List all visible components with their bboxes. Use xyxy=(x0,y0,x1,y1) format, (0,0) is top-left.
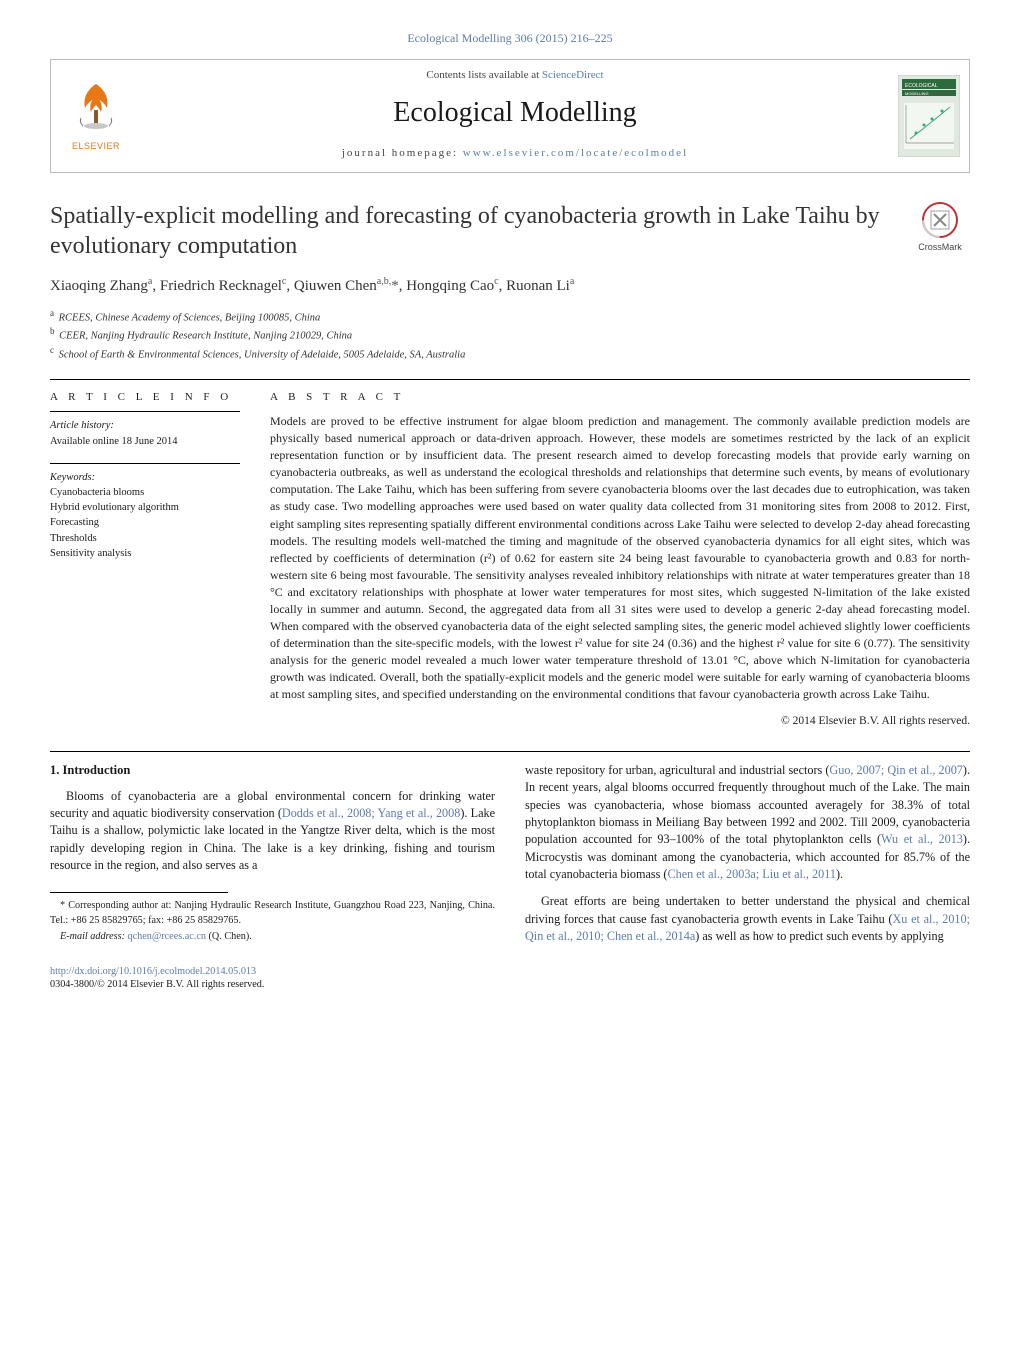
author-affiliation-symbol: c xyxy=(494,276,498,287)
info-abstract-row: A R T I C L E I N F O Article history: A… xyxy=(50,390,970,729)
citation-link[interactable]: Wu et al., 2013 xyxy=(881,832,963,846)
issn-copyright-line: 0304-3800/© 2014 Elsevier B.V. All right… xyxy=(50,979,264,990)
footer-meta: http://dx.doi.org/10.1016/j.ecolmodel.20… xyxy=(50,965,970,993)
author-name: Hongqing Cao xyxy=(406,278,494,294)
header-center: Contents lists available at ScienceDirec… xyxy=(141,60,889,172)
info-rule xyxy=(50,463,240,464)
affiliation-text: RCEES, Chinese Academy of Sciences, Beij… xyxy=(56,312,320,323)
svg-text:MODELLING: MODELLING xyxy=(905,91,929,96)
history-label: Article history: xyxy=(50,418,240,433)
section-number: 1. xyxy=(50,763,59,777)
email-footnote: E-mail address: qchen@rcees.ac.cn (Q. Ch… xyxy=(50,930,495,944)
crossmark-icon xyxy=(921,201,959,239)
article-history-block: Article history: Available online 18 Jun… xyxy=(50,418,240,448)
body-paragraph: waste repository for urban, agricultural… xyxy=(525,762,970,883)
journal-name: Ecological Modelling xyxy=(151,93,879,132)
section-title: Introduction xyxy=(63,763,131,777)
affiliation-symbol: c xyxy=(50,345,54,355)
keyword: Hybrid evolutionary algorithm xyxy=(50,500,240,515)
elsevier-wordmark: ELSEVIER xyxy=(72,140,120,153)
keywords-list: Cyanobacteria bloomsHybrid evolutionary … xyxy=(50,485,240,561)
para-text: ). xyxy=(836,867,843,881)
keyword: Sensitivity analysis xyxy=(50,546,240,561)
author-affiliation-symbol: a,b, xyxy=(377,276,391,287)
contents-prefix: Contents lists available at xyxy=(426,69,541,81)
para-text: ) as well as how to predict such events … xyxy=(695,929,943,943)
affiliation-line: b CEER, Nanjing Hydraulic Research Insti… xyxy=(50,325,970,344)
footnotes: * Corresponding author at: Nanjing Hydra… xyxy=(50,899,495,944)
author-name: Qiuwen Chen xyxy=(294,278,377,294)
journal-reference: Ecological Modelling 306 (2015) 216–225 xyxy=(50,30,970,47)
para-text: waste repository for urban, agricultural… xyxy=(525,763,829,777)
svg-text:ECOLOGICAL: ECOLOGICAL xyxy=(905,83,938,89)
article-info-column: A R T I C L E I N F O Article history: A… xyxy=(50,390,240,729)
keyword: Forecasting xyxy=(50,515,240,530)
title-row: Spatially-explicit modelling and forecas… xyxy=(50,201,970,261)
footnote-separator xyxy=(50,892,228,893)
article-title: Spatially-explicit modelling and forecas… xyxy=(50,201,892,261)
citation-link[interactable]: Guo, 2007; Qin et al., 2007 xyxy=(829,763,962,777)
author-name: Friedrich Recknagel xyxy=(160,278,282,294)
info-rule xyxy=(50,411,240,412)
sciencedirect-link[interactable]: ScienceDirect xyxy=(542,69,604,81)
affiliation-symbol: b xyxy=(50,326,55,336)
corresponding-author-footnote: * Corresponding author at: Nanjing Hydra… xyxy=(50,899,495,928)
author-affiliation-symbol: a xyxy=(570,276,574,287)
email-post: (Q. Chen). xyxy=(206,931,252,942)
abstract-column: A B S T R A C T Models are proved to be … xyxy=(270,390,970,729)
author-affiliation-symbol: a xyxy=(148,276,152,287)
author-name: Xiaoqing Zhang xyxy=(50,278,148,294)
author-affiliation-symbol: c xyxy=(282,276,286,287)
body-columns: 1. Introduction Blooms of cyanobacteria … xyxy=(50,762,970,951)
corresponding-email-link[interactable]: qchen@rcees.ac.cn xyxy=(128,931,206,942)
citation-link[interactable]: Chen et al., 2003a; Liu et al., 2011 xyxy=(667,867,835,881)
doi-link[interactable]: http://dx.doi.org/10.1016/j.ecolmodel.20… xyxy=(50,966,256,977)
keyword: Cyanobacteria blooms xyxy=(50,485,240,500)
horizontal-rule xyxy=(50,379,970,380)
keywords-label: Keywords: xyxy=(50,470,240,485)
elsevier-logo: ELSEVIER xyxy=(51,60,141,172)
affiliations: a RCEES, Chinese Academy of Sciences, Be… xyxy=(50,307,970,363)
affiliation-text: School of Earth & Environmental Sciences… xyxy=(56,350,465,361)
section-heading: 1. Introduction xyxy=(50,762,495,780)
journal-cover-thumbnail: ECOLOGICAL MODELLING xyxy=(889,60,969,172)
affiliation-line: c School of Earth & Environmental Scienc… xyxy=(50,344,970,363)
keywords-block: Keywords: Cyanobacteria bloomsHybrid evo… xyxy=(50,470,240,561)
affiliation-text: CEER, Nanjing Hydraulic Research Institu… xyxy=(57,331,353,342)
homepage-prefix: journal homepage: xyxy=(342,147,463,159)
crossmark-badge[interactable]: CrossMark xyxy=(910,201,970,254)
keyword: Thresholds xyxy=(50,531,240,546)
elsevier-tree-icon xyxy=(67,78,125,136)
journal-homepage-link[interactable]: www.elsevier.com/locate/ecolmodel xyxy=(463,147,688,159)
citation-link[interactable]: Dodds et al., 2008; Yang et al., 2008 xyxy=(282,806,460,820)
abstract-heading: A B S T R A C T xyxy=(270,390,970,405)
body-paragraph: Great efforts are being undertaken to be… xyxy=(525,893,970,945)
contents-lists-line: Contents lists available at ScienceDirec… xyxy=(151,68,879,83)
author-name: Ruonan Li xyxy=(506,278,570,294)
journal-homepage-line: journal homepage: www.elsevier.com/locat… xyxy=(151,146,879,161)
affiliation-symbol: a xyxy=(50,308,54,318)
journal-header: ELSEVIER Contents lists available at Sci… xyxy=(50,59,970,173)
horizontal-rule xyxy=(50,751,970,752)
history-line: Available online 18 June 2014 xyxy=(50,434,240,449)
crossmark-label: CrossMark xyxy=(910,241,970,254)
authors-line: Xiaoqing Zhanga, Friedrich Recknagelc, Q… xyxy=(50,275,970,297)
email-label: E-mail address: xyxy=(60,931,128,942)
cover-icon: ECOLOGICAL MODELLING xyxy=(898,75,960,157)
abstract-text: Models are proved to be effective instru… xyxy=(270,413,970,703)
affiliation-line: a RCEES, Chinese Academy of Sciences, Be… xyxy=(50,307,970,326)
abstract-copyright: © 2014 Elsevier B.V. All rights reserved… xyxy=(270,713,970,729)
article-info-heading: A R T I C L E I N F O xyxy=(50,390,240,405)
corresponding-author-marker: * xyxy=(391,278,399,294)
body-paragraph: Blooms of cyanobacteria are a global env… xyxy=(50,788,495,875)
